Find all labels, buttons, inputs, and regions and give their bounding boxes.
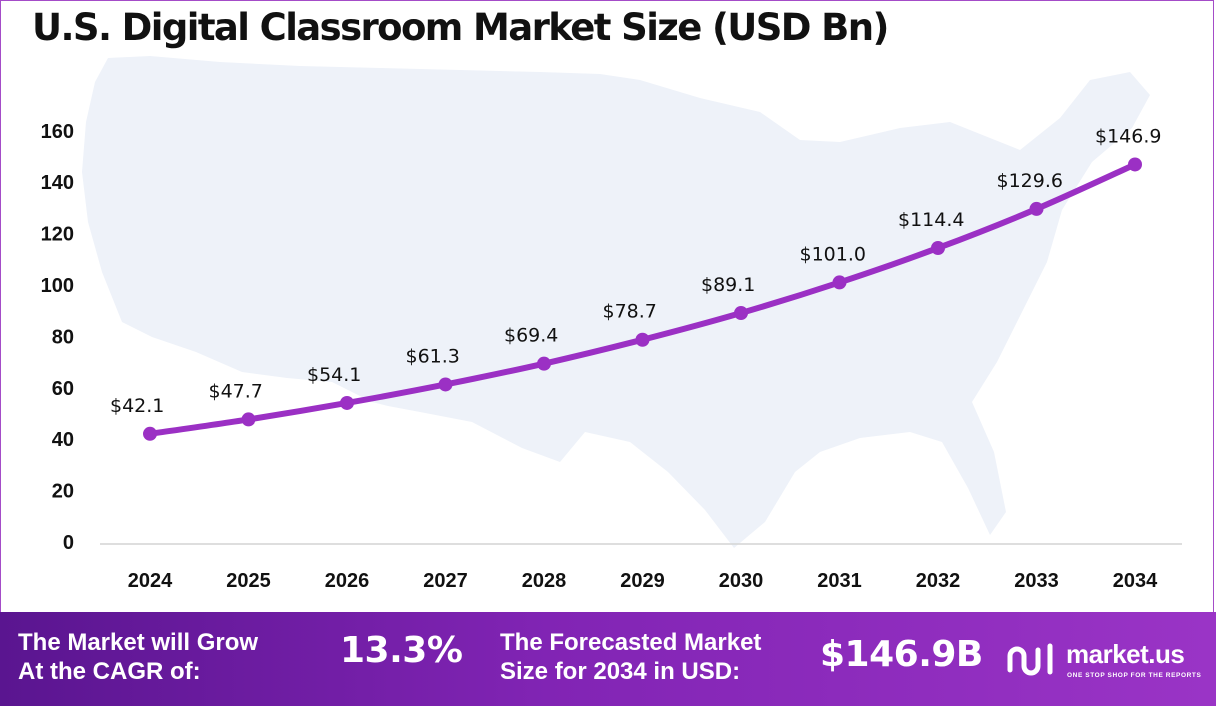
data-point-2026[interactable] [340, 395, 354, 410]
x-tick-label-2030: 2030 [719, 570, 764, 592]
y-tick-label-4: 80 [52, 326, 74, 348]
x-tick-label-2024: 2024 [128, 570, 173, 592]
data-point-2032[interactable] [931, 240, 945, 255]
x-tick-label-2027: 2027 [423, 570, 468, 592]
data-label-2033: $129.6 [997, 170, 1063, 192]
y-tick-label-8: 160 [41, 121, 74, 143]
data-label-2027: $61.3 [406, 345, 460, 367]
x-tick-label-2029: 2029 [620, 570, 665, 592]
data-label-2031: $101.0 [800, 243, 866, 265]
cagr-label-line2: At the CAGR of: [18, 658, 201, 685]
cagr-value: 13.3% [340, 630, 463, 671]
data-point-2034[interactable] [1128, 157, 1142, 172]
market-us-logo-icon [1007, 643, 1053, 676]
brand-name: market.us [1066, 639, 1185, 669]
x-tick-label-2032: 2032 [916, 570, 961, 592]
data-point-2031[interactable] [832, 275, 847, 290]
cagr-label-line1: The Market will Grow [18, 629, 259, 656]
us-map-silhouette [82, 56, 1150, 548]
data-point-2027[interactable] [438, 377, 453, 392]
y-tick-label-6: 120 [41, 224, 74, 246]
data-point-2028[interactable] [537, 356, 551, 371]
footer-banner: The Market will Grow At the CAGR of: 13.… [0, 612, 1216, 706]
data-label-2024: $42.1 [110, 395, 164, 417]
data-label-2030: $89.1 [701, 274, 755, 296]
data-label-2032: $114.4 [898, 209, 964, 231]
data-label-2025: $47.7 [209, 380, 263, 402]
x-tick-label-2033: 2033 [1014, 570, 1059, 592]
y-tick-label-3: 60 [52, 378, 74, 400]
line-chart: 0 20 40 60 80 100 120 140 160 2024 2025 2026 2027 20… [41, 56, 1182, 592]
x-tick-label-2026: 2026 [325, 570, 370, 592]
x-tick-label-2025: 2025 [226, 570, 271, 592]
data-label-2028: $69.4 [504, 325, 558, 347]
forecast-value: $146.9B [820, 634, 983, 675]
x-tick-label-2031: 2031 [817, 570, 862, 592]
chart-title: U.S. Digital Classroom Market Size (USD … [32, 6, 889, 49]
market-us-brand[interactable]: market.us ONE STOP SHOP FOR THE REPORTS [1006, 634, 1212, 684]
brand-tagline: ONE STOP SHOP FOR THE REPORTS [1067, 672, 1202, 679]
y-tick-label-0: 0 [63, 532, 74, 554]
data-label-2026: $54.1 [307, 364, 361, 386]
data-point-2029[interactable] [635, 332, 650, 347]
data-label-2034: $146.9 [1095, 125, 1161, 147]
y-tick-label-2: 40 [52, 429, 74, 451]
y-tick-label-5: 100 [41, 275, 74, 297]
y-tick-label-1: 20 [52, 481, 74, 503]
forecast-label-line2: Size for 2034 in USD: [500, 658, 741, 685]
forecast-label: The Forecasted Market Size for 2034 in U… [500, 628, 761, 686]
data-label-2029: $78.7 [603, 301, 657, 323]
y-tick-label-7: 140 [41, 172, 74, 194]
cagr-label: The Market will Grow At the CAGR of: [18, 628, 258, 686]
forecast-label-line1: The Forecasted Market [500, 629, 762, 656]
x-tick-label-2034: 2034 [1113, 570, 1158, 592]
data-point-2024[interactable] [143, 426, 157, 441]
x-tick-label-2028: 2028 [522, 570, 567, 592]
data-point-2025[interactable] [241, 412, 256, 427]
data-point-2030[interactable] [734, 306, 748, 321]
data-point-2033[interactable] [1029, 201, 1044, 216]
